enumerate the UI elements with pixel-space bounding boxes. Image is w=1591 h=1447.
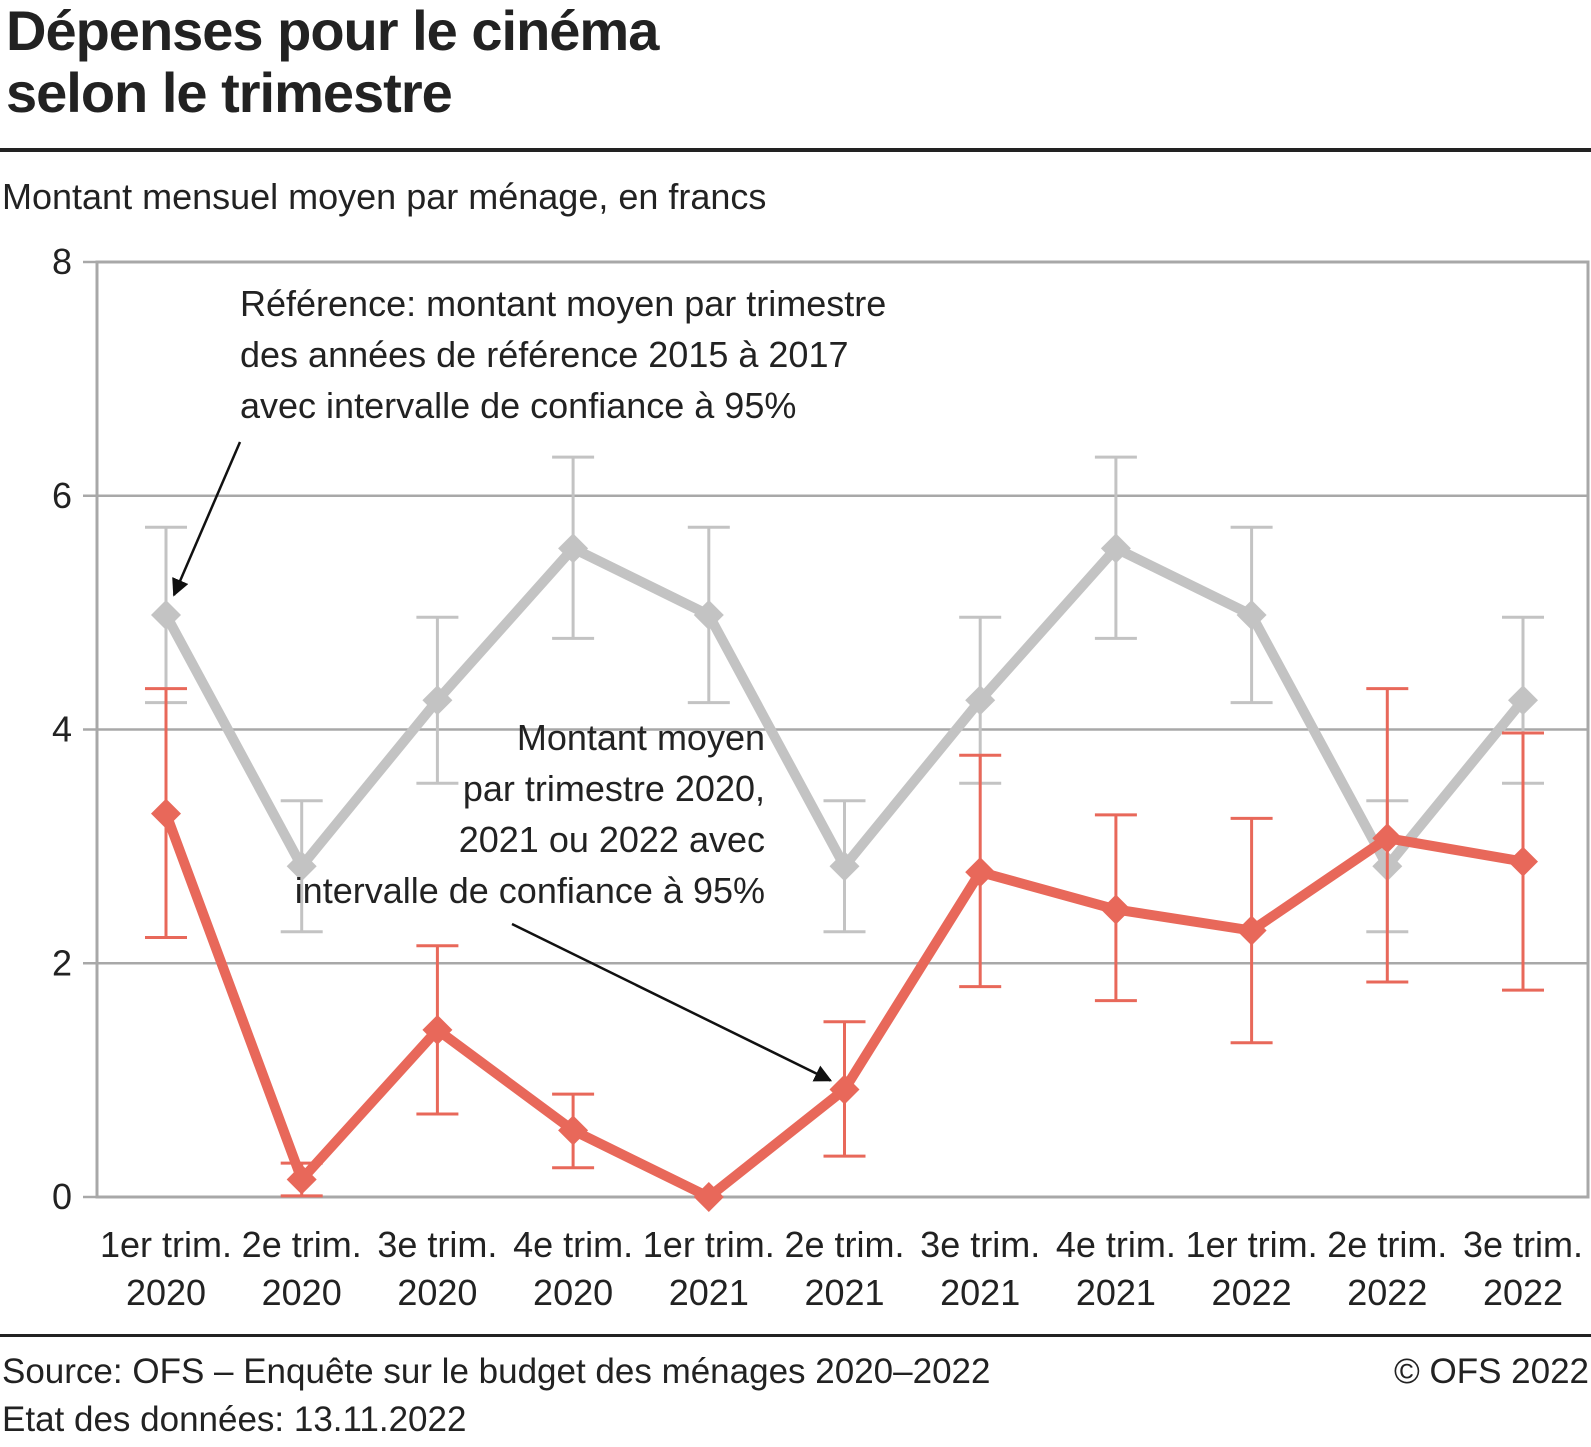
y-tick-label: 6 <box>52 475 72 516</box>
reference-data-point <box>1100 533 1131 564</box>
current-data-point <box>1372 823 1403 854</box>
copyright: © OFS 2022 <box>1393 1352 1589 1391</box>
y-tick-label: 0 <box>52 1176 72 1217</box>
reference-data-point <box>829 851 860 882</box>
x-tick-label: 2e trim. 2020 <box>242 1224 362 1313</box>
reference-data-point <box>1236 599 1267 630</box>
annotation-arrow <box>511 922 833 1082</box>
x-tick-label: 4e trim. 2021 <box>1056 1224 1176 1313</box>
x-tick-label: 3e trim. 2022 <box>1463 1224 1583 1313</box>
current-data-point <box>1508 846 1538 877</box>
x-tick-label: 4e trim. 2020 <box>513 1224 633 1313</box>
current-data-point <box>286 1164 317 1195</box>
source-note: Source: OFS – Enquête sur le budget des … <box>2 1352 991 1391</box>
annotation-arrow <box>172 441 242 597</box>
x-tick-label: 3e trim. 2020 <box>377 1224 497 1313</box>
current-data-point <box>693 1182 724 1212</box>
title-line-2: selon le trimestre <box>6 61 453 124</box>
reference-data-point <box>965 685 996 716</box>
current-data-point <box>558 1115 589 1146</box>
x-tick-label: 1er trim. 2022 <box>1186 1224 1318 1313</box>
x-tick-label: 2e trim. 2022 <box>1327 1224 1447 1313</box>
current-data-point <box>151 798 181 829</box>
data-state-note: Etat des données: 13.11.2022 <box>2 1400 467 1439</box>
reference-data-point <box>558 533 589 564</box>
x-tick-label: 1er trim. 2021 <box>643 1224 775 1313</box>
reference-data-point <box>422 685 453 716</box>
annotation-text: Montant moyen par trimestre 2020, 2021 ou … <box>295 717 765 911</box>
current-data-point <box>829 1074 860 1105</box>
chart-title: Dépenses pour le cinéma selon le trimest… <box>6 0 1006 124</box>
current-data-point <box>1100 894 1131 925</box>
current-data-point <box>1236 915 1267 946</box>
annotation-text: Référence: montant moyen par trimestre de… <box>240 283 886 426</box>
x-tick-label: 2e trim. 2021 <box>784 1224 904 1313</box>
x-tick-label: 3e trim. 2021 <box>920 1224 1040 1313</box>
current-data-point <box>422 1014 453 1045</box>
title-line-1: Dépenses pour le cinéma <box>6 0 659 62</box>
chart-subtitle: Montant mensuel moyen par ménage, en fra… <box>2 176 767 217</box>
reference-data-point <box>286 851 317 882</box>
y-tick-label: 2 <box>52 942 72 983</box>
y-tick-label: 4 <box>52 709 72 750</box>
bottom-rule <box>0 1334 1591 1337</box>
reference-data-point <box>1508 685 1538 716</box>
y-tick-label: 8 <box>52 241 72 282</box>
current-data-point <box>965 857 996 888</box>
x-tick-label: 1er trim. 2020 <box>100 1224 232 1313</box>
top-rule <box>0 148 1591 152</box>
reference-data-point <box>151 599 181 630</box>
reference-data-point <box>693 599 724 630</box>
